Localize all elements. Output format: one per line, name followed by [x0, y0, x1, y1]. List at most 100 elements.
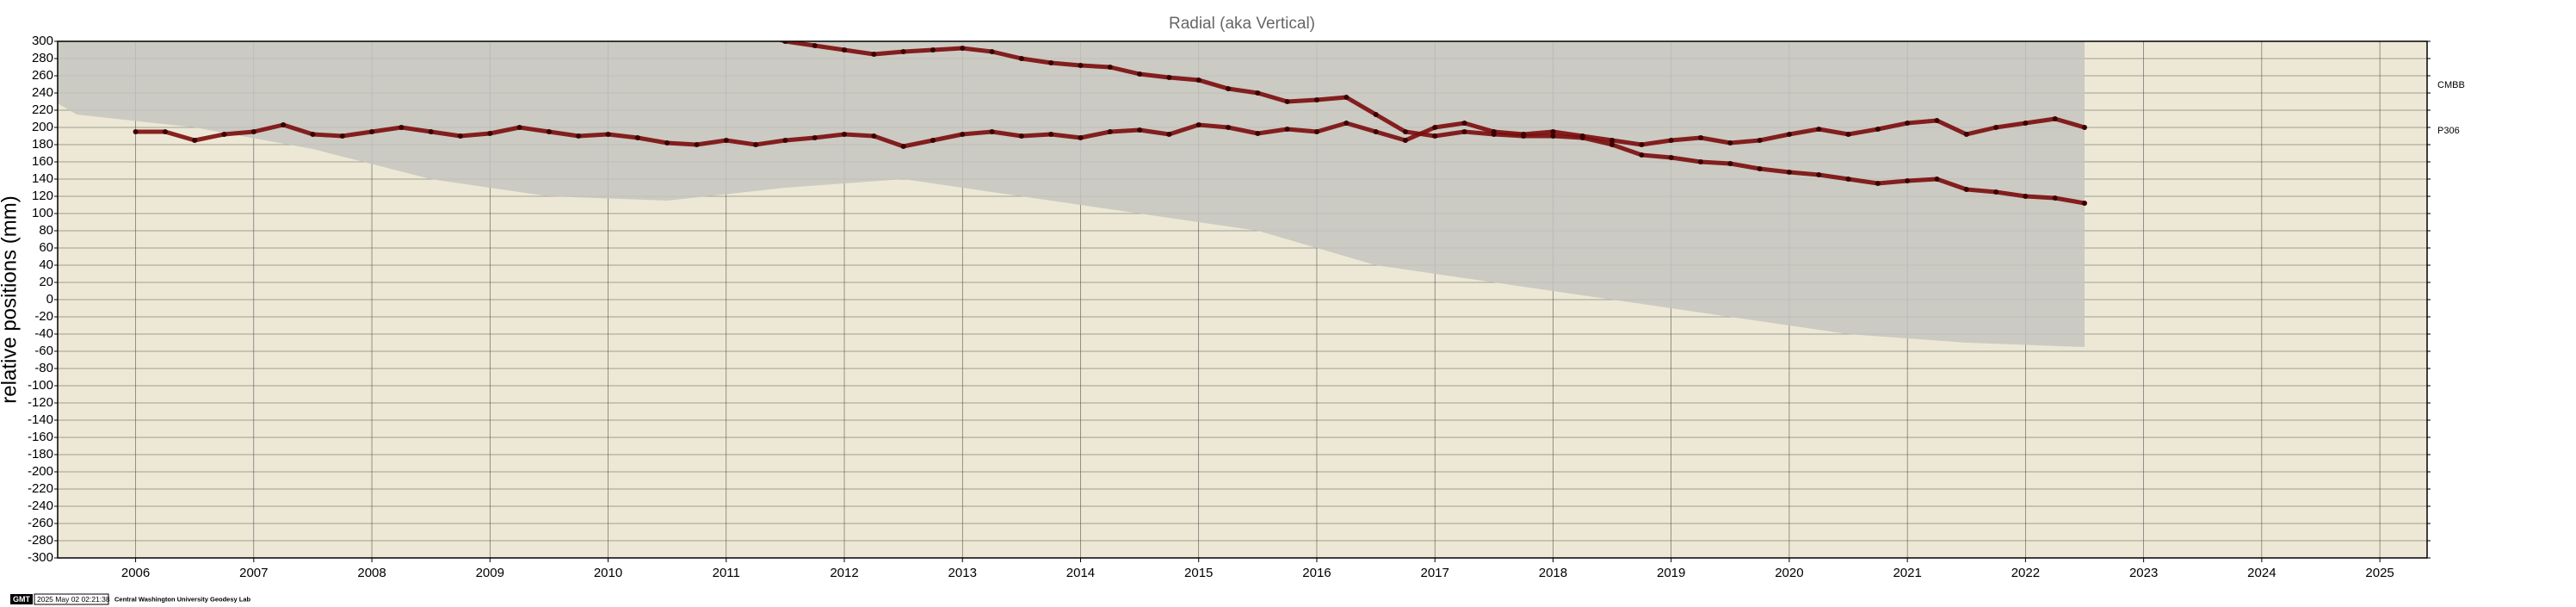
data-point [1166, 132, 1172, 137]
footer-timestamp: 2025 May 02 02:21:38 [37, 595, 110, 604]
error-band [58, 41, 2085, 347]
data-point [2023, 194, 2029, 199]
data-point [1579, 133, 1585, 139]
data-point [664, 140, 670, 146]
y-tick-label: -240 [28, 499, 53, 513]
x-tick-label: 2021 [1893, 566, 1921, 580]
chart-title: Radial (aka Vertical) [1169, 15, 1315, 33]
data-point [1963, 187, 1969, 192]
data-point [900, 49, 906, 54]
data-point [871, 52, 877, 57]
data-point [1402, 129, 1408, 134]
x-tick-label: 2024 [2247, 566, 2276, 580]
y-tick-label: -140 [28, 412, 53, 427]
y-tick-label: 120 [32, 189, 53, 203]
x-tick-label: 2008 [357, 566, 386, 580]
data-point [1373, 129, 1379, 134]
data-point [162, 129, 168, 134]
x-tick-label: 2012 [830, 566, 858, 580]
y-tick-label: 0 [46, 292, 53, 307]
x-tick-label: 2019 [1657, 566, 1685, 580]
data-point [250, 129, 256, 134]
data-point [605, 132, 611, 137]
data-point [1284, 99, 1290, 104]
data-point [281, 122, 287, 127]
data-point [1048, 132, 1054, 137]
y-tick-label: 100 [32, 206, 53, 220]
y-tick-label: -220 [28, 481, 53, 496]
data-point [1639, 142, 1645, 147]
data-point [1639, 152, 1645, 158]
data-point [1255, 131, 1261, 136]
x-tick-label: 2018 [1539, 566, 1567, 580]
data-point [1166, 75, 1172, 80]
y-tick-label: 200 [32, 120, 53, 134]
data-point [2052, 116, 2058, 121]
data-point [576, 133, 582, 139]
y-tick-label: -280 [28, 533, 53, 548]
data-point [398, 125, 405, 130]
data-point [1313, 129, 1319, 134]
data-point [989, 49, 995, 54]
data-point [1255, 90, 1261, 96]
y-tick-label: 240 [32, 85, 53, 100]
data-point [1963, 132, 1969, 137]
data-point [1402, 138, 1408, 143]
data-point [1727, 161, 1733, 166]
data-point [1609, 138, 1615, 143]
y-tick-label: 220 [32, 102, 53, 117]
data-point [960, 132, 966, 137]
data-point [1816, 172, 1822, 177]
data-point [1344, 95, 1350, 100]
y-tick-label: 80 [39, 223, 53, 238]
data-point [133, 129, 139, 134]
data-point [812, 135, 818, 140]
y-tick-label: 180 [32, 137, 53, 152]
data-point [1344, 121, 1350, 126]
data-point [546, 129, 552, 134]
data-point [369, 129, 375, 134]
data-point [1757, 138, 1763, 143]
x-tick-label: 2013 [948, 566, 977, 580]
data-point [1934, 177, 1940, 182]
data-point [1668, 138, 1674, 143]
data-point [1137, 127, 1143, 133]
data-point [900, 144, 906, 149]
data-point [1284, 127, 1290, 132]
data-point [1432, 125, 1438, 130]
x-tick-label: 2006 [121, 566, 150, 580]
data-point [1461, 129, 1467, 134]
data-point [1226, 86, 1232, 91]
data-point [723, 138, 729, 143]
data-point [457, 133, 463, 139]
y-tick-label: 60 [39, 240, 53, 255]
data-point [2082, 201, 2088, 206]
data-point [1609, 142, 1615, 147]
data-point [1845, 132, 1851, 137]
footer-credit: Central Washington University Geodesy La… [114, 595, 251, 603]
y-tick-label: 300 [32, 34, 53, 48]
data-point [1816, 127, 1822, 132]
footer-badge: GMT [13, 595, 30, 604]
y-tick-label: -180 [28, 447, 53, 461]
data-point [1786, 132, 1792, 137]
data-point [221, 132, 227, 137]
data-point [1018, 133, 1024, 139]
x-tick-label: 2016 [1302, 566, 1331, 580]
data-point [1993, 125, 1999, 130]
y-tick-label: 280 [32, 51, 53, 65]
y-tick-label: -200 [28, 464, 53, 479]
y-tick-label: -40 [34, 326, 53, 341]
data-point [339, 133, 345, 139]
data-point [1993, 189, 1999, 195]
data-point [1521, 132, 1527, 137]
data-point [1432, 133, 1438, 139]
data-point [1078, 135, 1084, 140]
data-point [753, 142, 759, 147]
data-point [930, 138, 936, 143]
y-tick-label: -80 [34, 361, 53, 375]
data-point [1195, 77, 1202, 83]
data-point [989, 129, 995, 134]
x-tick-label: 2007 [239, 566, 268, 580]
data-point [1727, 140, 1733, 146]
